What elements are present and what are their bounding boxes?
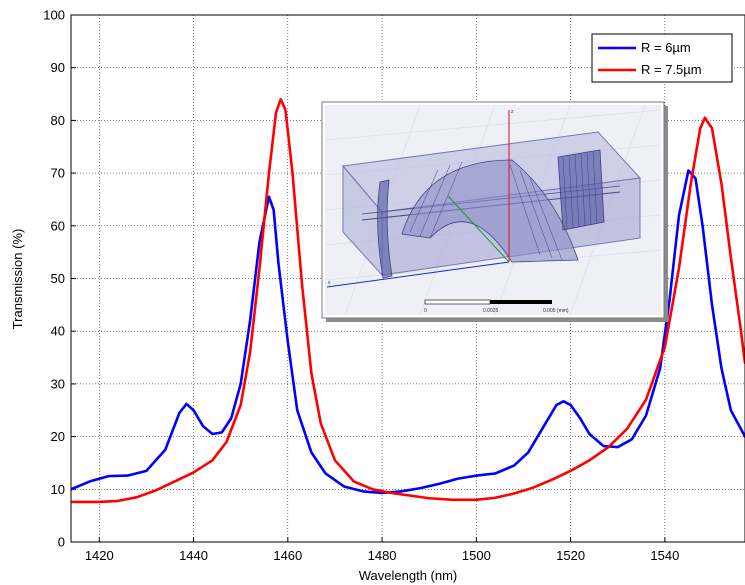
x-tick-label: 1540 <box>650 548 679 563</box>
x-tick-label: 1480 <box>368 548 397 563</box>
inset-ring-right <box>557 149 605 231</box>
y-tick-label: 10 <box>51 482 65 497</box>
inset-x-label: x <box>328 280 331 286</box>
y-tick-label: 50 <box>51 271 65 286</box>
inset-x-axis <box>326 261 510 288</box>
inset-scale-label-2: 0.005 (mm) <box>543 308 569 314</box>
inset-z-label: z <box>511 109 514 115</box>
x-axis-title: Wavelength (nm) <box>359 568 458 583</box>
y-tick-label: 40 <box>51 324 65 339</box>
inset-3d-model: z x 0 0.0025 0.005 (mm) <box>321 101 668 322</box>
series-layer <box>71 98 745 504</box>
y-tick-label: 60 <box>51 218 65 233</box>
inset-scale-bar-white <box>424 299 491 305</box>
legend-label-r6: R = 6µm <box>641 40 691 55</box>
y-tick-label: 100 <box>43 8 65 23</box>
series-line-1 <box>71 98 745 504</box>
legend-box <box>591 33 733 83</box>
inset-scale-label-0: 0 <box>424 308 427 314</box>
inset-box-left <box>342 164 383 277</box>
y-tick-label: 20 <box>51 429 65 444</box>
y-axis-title: Transmission (%) <box>10 229 25 330</box>
y-tick-label: 90 <box>51 60 65 75</box>
inset-y-axis <box>447 195 510 263</box>
legend: R = 6µm R = 7.5µm <box>591 33 733 83</box>
plot-frame <box>70 14 745 543</box>
x-tick-label: 1520 <box>556 548 585 563</box>
inset-scale-bar-black <box>490 300 552 304</box>
y-tick-label: 80 <box>51 113 65 128</box>
x-ticks: 1420 1440 1460 1480 1500 1520 1540 <box>85 537 679 563</box>
y-tick-label: 0 <box>58 535 65 550</box>
x-tick-label: 1420 <box>85 548 114 563</box>
inset-hatch <box>409 151 598 261</box>
x-tick-label: 1460 <box>273 548 302 563</box>
x-tick-label: 1440 <box>179 548 208 563</box>
y-tick-label: 30 <box>51 376 65 391</box>
legend-label-r7-5: R = 7.5µm <box>641 62 702 77</box>
y-tick-label: 70 <box>51 166 65 181</box>
inset-scale-label-1: 0.0025 <box>483 308 499 314</box>
x-tick-label: 1500 <box>462 548 491 563</box>
y-ticks: 0 10 20 30 40 50 60 70 80 90 100 <box>43 8 76 550</box>
inset-ring-left <box>377 179 393 279</box>
